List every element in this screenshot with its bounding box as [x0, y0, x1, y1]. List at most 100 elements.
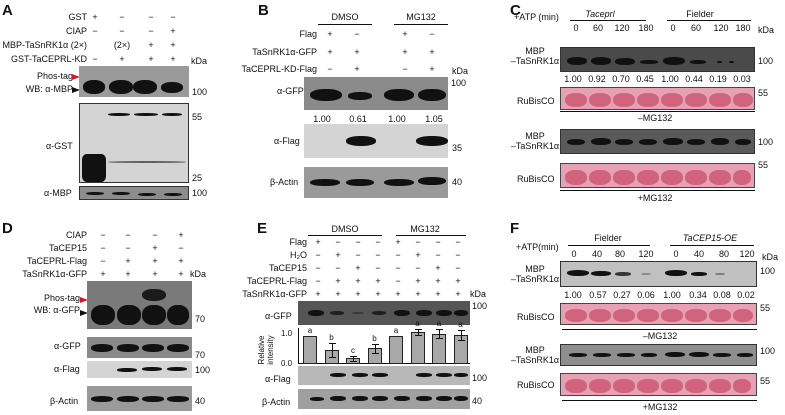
- c-cond-line: [560, 111, 755, 112]
- b-flag-blot: [304, 124, 448, 158]
- e-val: −: [375, 263, 381, 273]
- b-val: −: [402, 64, 408, 74]
- e-chart-significance: b: [329, 332, 334, 342]
- b-val: +: [402, 29, 408, 39]
- f-mbp-label: MBP –TaSnRK1α: [510, 264, 560, 284]
- f-group-oe: TaCEP15-OE: [682, 233, 738, 243]
- d-marker: 70: [195, 314, 206, 324]
- e-val: −: [355, 237, 361, 247]
- a-wb-label: WB: α-MBP: [25, 84, 73, 94]
- f-cond-minus: –MG132: [642, 331, 678, 341]
- d-val: −: [125, 243, 131, 253]
- e-chart-errorcap: [350, 355, 357, 357]
- e-gfp-label: α-GFP: [265, 311, 292, 321]
- a-val: +: [148, 54, 154, 64]
- e-val: +: [375, 289, 381, 299]
- d-row: TaSnRK1α-GFP: [22, 269, 87, 279]
- f-mbp-blot-minus: [560, 261, 757, 287]
- f-atp-label: +ATP(min): [516, 242, 559, 252]
- a-gst-label: α-GST: [46, 141, 73, 151]
- c-quant: 1.00: [564, 74, 582, 84]
- c-rubisco-blot-plus: [560, 163, 755, 188]
- c-marker: 55: [758, 88, 769, 98]
- a-mbp-label: α-MBP: [44, 188, 72, 198]
- a-val: −: [148, 26, 154, 36]
- a-val: −: [170, 12, 176, 22]
- e-val: +: [355, 276, 361, 286]
- f-marker: 100: [760, 346, 776, 356]
- a-val: −: [148, 12, 154, 22]
- f-quant: 0.27: [613, 290, 631, 300]
- panel-d-label: D: [2, 220, 13, 237]
- e-group-line: [396, 235, 466, 236]
- e-chart-ytick-1: 1.0: [281, 329, 293, 338]
- c-mbp-label-2: –TaSnRK1α: [510, 56, 560, 66]
- e-val: +: [315, 237, 321, 247]
- d-val: +: [100, 269, 106, 279]
- d-val: −: [100, 256, 106, 266]
- red-arrow-icon: [72, 74, 80, 80]
- e-val: −: [335, 263, 341, 273]
- a-val: +: [170, 26, 176, 36]
- e-chart-errorcap: [350, 361, 357, 363]
- b-quant: 1.00: [313, 114, 331, 124]
- red-arrow-icon: [80, 297, 88, 303]
- f-group-line: [670, 245, 754, 246]
- a-phostag-blot: [79, 66, 189, 97]
- f-mbp-label-b: MBP –TaSnRK1α: [510, 345, 560, 365]
- b-val: +: [429, 64, 435, 74]
- e-val: +: [435, 276, 441, 286]
- e-values-grid: + − − − + − − − − + − − − + − − − − + − …: [308, 237, 468, 302]
- d-marker: 70: [195, 350, 206, 360]
- c-marker: 55: [758, 160, 769, 170]
- c-time: 120: [614, 23, 630, 33]
- e-chart-errorcap: [328, 356, 336, 358]
- panel-a-label: A: [2, 2, 13, 19]
- e-group-line: [308, 235, 382, 236]
- b-quant: 0.61: [349, 114, 367, 124]
- d-val: +: [125, 269, 131, 279]
- e-val: +: [315, 289, 321, 299]
- d-marker: 100: [195, 365, 211, 375]
- f-time: 0: [571, 249, 577, 259]
- a-val: +: [148, 40, 154, 50]
- f-mbp-label-1: MBP: [525, 264, 545, 274]
- e-val: +: [455, 289, 461, 299]
- b-gfp-label: α-GFP: [277, 86, 304, 96]
- e-chart-errorbar: [374, 343, 376, 353]
- e-chart-bar: [389, 336, 403, 364]
- b-val: +: [429, 47, 435, 57]
- e-chart-errorbar: [460, 330, 462, 341]
- c-quant: 0.03: [733, 74, 751, 84]
- e-val: −: [315, 263, 321, 273]
- f-marker: 55: [760, 376, 771, 386]
- e-chart-errorcap: [457, 340, 465, 342]
- e-row: TaCEP15: [268, 263, 307, 273]
- e-val: −: [375, 237, 381, 247]
- f-quant: 0.02: [737, 290, 755, 300]
- e-val: +: [335, 250, 341, 260]
- b-actin-blot: [304, 167, 448, 198]
- e-row: Flag: [289, 237, 307, 247]
- b-marker: 40: [452, 177, 463, 187]
- b-group-mg132: MG132: [406, 12, 436, 22]
- e-val: −: [415, 263, 421, 273]
- f-mbp-blot-plus: [560, 344, 757, 366]
- e-val: +: [415, 289, 421, 299]
- e-val: +: [335, 289, 341, 299]
- f-time: 40: [591, 249, 602, 259]
- c-mbp-label-1: MBP: [525, 131, 545, 141]
- d-phostag-blot: [87, 281, 192, 329]
- f-mbp-label-2: –TaSnRK1α: [510, 274, 560, 284]
- e-group-mg132: MG132: [410, 224, 440, 234]
- d-val: −: [100, 230, 106, 240]
- c-mbp-label-2: –TaSnRK1α: [510, 141, 560, 151]
- a-kda: kDa: [191, 56, 208, 66]
- c-cond-plus: +MG132: [637, 193, 673, 203]
- c-time: 0: [573, 23, 579, 33]
- f-quant: 0.57: [589, 290, 607, 300]
- d-actin-blot: [87, 386, 192, 411]
- c-mbp-label-b: MBP –TaSnRK1α: [510, 131, 560, 151]
- d-val: +: [152, 243, 158, 253]
- e-chart-significance: a: [393, 326, 399, 336]
